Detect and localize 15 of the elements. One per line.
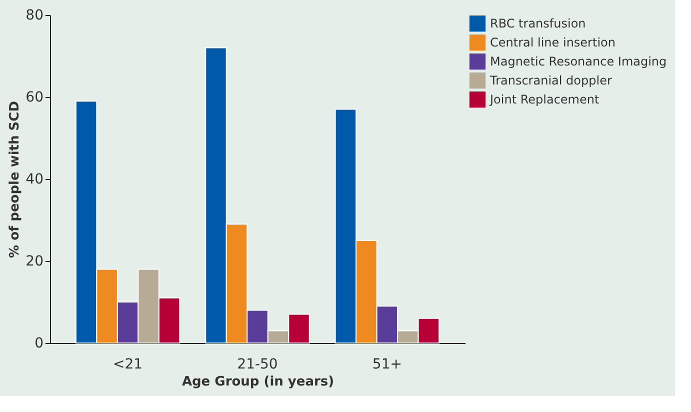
x-tick-label: 21-50 [237, 356, 278, 372]
y-axis-title: % of people with SCD [8, 100, 23, 258]
y-tick-label: 0 [34, 336, 44, 352]
x-tick-label: 51+ [372, 356, 402, 372]
y-tick-label: 60 [26, 90, 44, 106]
legend-label: Magnetic Resonance Imaging [490, 54, 667, 68]
legend-label: RBC transfusion [490, 16, 586, 30]
x-tick-label: <21 [113, 356, 143, 372]
legend-label: Transcranial doppler [489, 74, 612, 88]
y-tick-label: 20 [26, 254, 44, 270]
y-tick-label: 40 [26, 172, 44, 188]
x-axis-title: Age Group (in years) [182, 374, 334, 390]
y-tick-label: 80 [26, 8, 44, 24]
legend-label: Joint Replacement [489, 92, 600, 106]
legend-label: Central line insertion [490, 36, 616, 50]
